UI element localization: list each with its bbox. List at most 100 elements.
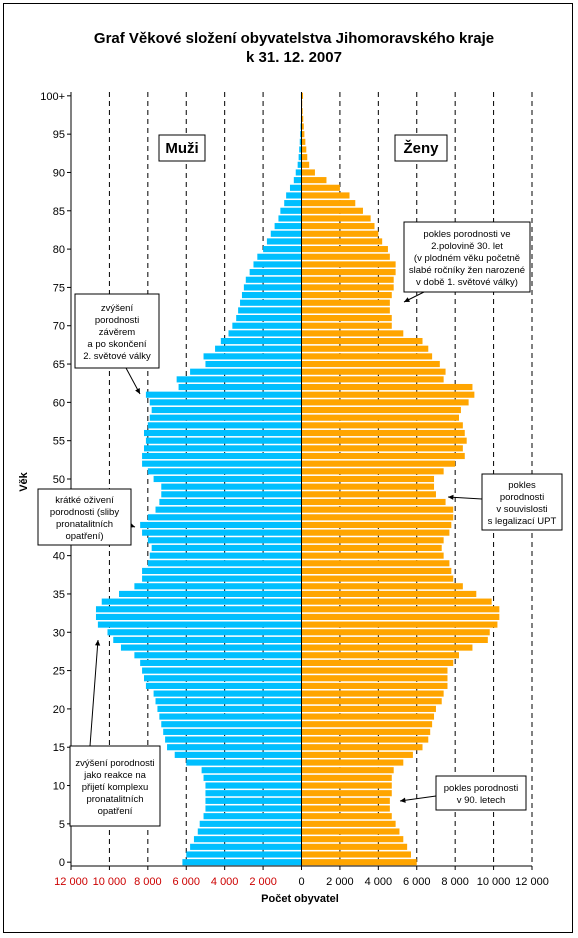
bar-men <box>205 805 302 812</box>
bar-men <box>205 797 302 804</box>
bar-women <box>301 292 392 299</box>
annotation-arrowhead <box>94 640 101 646</box>
x-tick-label: 12 000 <box>54 876 88 888</box>
bar-men <box>95 606 302 613</box>
x-tick-label: 12 000 <box>515 876 549 888</box>
bar-women <box>301 851 411 858</box>
bar-women <box>301 108 303 115</box>
bar-men <box>155 698 302 705</box>
bar-men <box>159 498 302 506</box>
x-tick-label: 4 000 <box>365 876 393 888</box>
y-tick-label: 0 <box>59 857 65 869</box>
bar-women <box>301 567 452 575</box>
bar-women <box>301 529 450 536</box>
bar-women <box>301 859 417 866</box>
bar-men <box>286 192 302 199</box>
bar-women <box>301 238 383 245</box>
bar-women <box>301 169 315 176</box>
bar-men <box>142 567 302 575</box>
x-tick-label: 0 <box>298 876 304 888</box>
annotation-arrowhead <box>448 494 454 500</box>
bar-men <box>151 544 302 552</box>
bar-women <box>301 192 350 199</box>
bar-men <box>215 345 302 352</box>
bar-men <box>193 836 302 843</box>
bar-men <box>167 744 302 751</box>
bar-women <box>301 223 375 230</box>
bar-men <box>299 146 302 153</box>
bar-women <box>301 514 454 521</box>
bar-men <box>142 575 302 582</box>
series-men <box>95 92 302 866</box>
bar-women <box>301 360 440 368</box>
annotation-box <box>435 775 527 811</box>
y-tick-label: 60 <box>53 397 65 409</box>
bar-women <box>301 782 392 789</box>
bar-men <box>205 790 302 797</box>
bar-men <box>97 621 302 628</box>
annotation-line: 2. světové války <box>83 351 151 362</box>
annotation-arrow <box>89 639 99 747</box>
bar-women <box>301 575 454 582</box>
population-pyramid-chart: Graf Věkové složení obyvatelstva Jihomor… <box>18 30 563 905</box>
bar-men <box>178 383 302 391</box>
bar-men <box>140 521 302 529</box>
bar-men <box>163 728 302 735</box>
bar-men <box>203 774 302 781</box>
y-tick-label: 85 <box>53 206 65 218</box>
bar-men <box>145 391 302 398</box>
bar-women <box>301 253 390 260</box>
bar-women <box>301 705 436 712</box>
annotation-line: pokles porodnosti ve <box>423 229 510 240</box>
annotation-line: 2.polovině 30. let <box>431 241 503 252</box>
bar-men <box>299 138 302 145</box>
bar-women <box>301 659 454 666</box>
y-tick-label: 50 <box>53 474 65 486</box>
bar-women <box>301 767 394 774</box>
bar-men <box>284 200 302 207</box>
label-women: Ženy <box>403 139 439 157</box>
annotation-arrowhead <box>404 297 410 302</box>
bar-women <box>301 261 396 268</box>
bar-men <box>151 406 302 414</box>
bar-women <box>301 315 392 322</box>
bar-women <box>301 230 379 237</box>
x-tick-labels: 12 000 10 000 8 000 6 000 4 000 2 000 0 2 000 4 … <box>54 876 549 888</box>
bar-men <box>145 682 302 689</box>
y-tick-labels: 0510152025303540455055606570758085909510… <box>40 91 65 869</box>
bar-men <box>134 583 302 590</box>
bar-women <box>301 644 473 651</box>
bar-women <box>301 629 490 636</box>
bar-women <box>301 376 444 383</box>
bar-men <box>147 514 302 521</box>
bar-women <box>301 422 463 429</box>
bar-men <box>199 820 302 827</box>
annotation-line: a po skončení <box>87 339 147 350</box>
bar-men <box>295 169 302 176</box>
x-tick-label: 6 000 <box>172 876 200 888</box>
bar-women <box>301 353 433 360</box>
bar-women <box>301 552 444 559</box>
bar-women <box>301 200 356 207</box>
bar-men <box>240 299 302 306</box>
y-tick-label: 80 <box>53 244 65 256</box>
y-axis-label: Věk <box>18 471 30 491</box>
bar-men <box>142 667 302 674</box>
bar-men <box>149 552 302 559</box>
bar-women <box>301 345 429 352</box>
bar-women <box>301 491 436 498</box>
bar-men <box>205 360 302 368</box>
bar-women <box>301 115 304 122</box>
bar-men <box>153 475 302 483</box>
bar-men <box>165 736 302 743</box>
bar-women <box>301 337 423 345</box>
bar-women <box>301 843 408 850</box>
bar-men <box>147 537 302 544</box>
bar-men <box>149 414 302 421</box>
bar-women <box>301 414 460 421</box>
x-tick-label: 2 000 <box>326 876 354 888</box>
annotation-line: pronatalitních <box>56 519 113 530</box>
bar-women <box>301 790 392 797</box>
